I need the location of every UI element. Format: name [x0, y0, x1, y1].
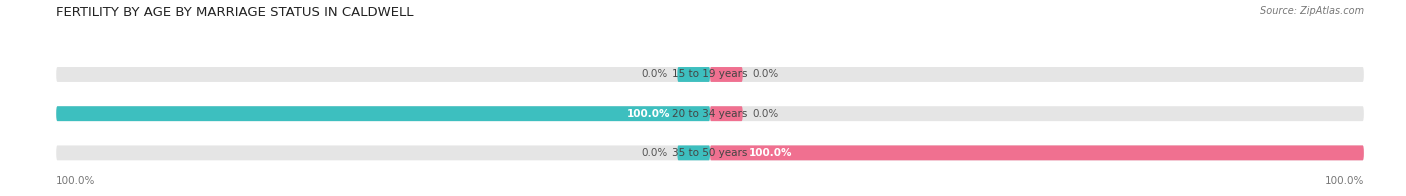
- FancyBboxPatch shape: [56, 145, 1364, 160]
- Text: 0.0%: 0.0%: [641, 148, 668, 158]
- Text: 0.0%: 0.0%: [641, 69, 668, 80]
- Text: 100.0%: 100.0%: [1324, 176, 1364, 186]
- FancyBboxPatch shape: [56, 67, 1364, 82]
- FancyBboxPatch shape: [56, 106, 1364, 121]
- FancyBboxPatch shape: [710, 145, 1364, 160]
- FancyBboxPatch shape: [678, 145, 710, 160]
- Text: 100.0%: 100.0%: [627, 109, 671, 119]
- FancyBboxPatch shape: [56, 106, 710, 121]
- Text: 15 to 19 years: 15 to 19 years: [672, 69, 748, 80]
- FancyBboxPatch shape: [710, 67, 742, 82]
- Text: Source: ZipAtlas.com: Source: ZipAtlas.com: [1260, 6, 1364, 16]
- FancyBboxPatch shape: [678, 67, 710, 82]
- Text: 100.0%: 100.0%: [749, 148, 793, 158]
- Text: FERTILITY BY AGE BY MARRIAGE STATUS IN CALDWELL: FERTILITY BY AGE BY MARRIAGE STATUS IN C…: [56, 6, 413, 19]
- Text: 100.0%: 100.0%: [56, 176, 96, 186]
- Text: 35 to 50 years: 35 to 50 years: [672, 148, 748, 158]
- Text: 0.0%: 0.0%: [752, 109, 779, 119]
- Text: 0.0%: 0.0%: [752, 69, 779, 80]
- FancyBboxPatch shape: [710, 106, 742, 121]
- Text: 20 to 34 years: 20 to 34 years: [672, 109, 748, 119]
